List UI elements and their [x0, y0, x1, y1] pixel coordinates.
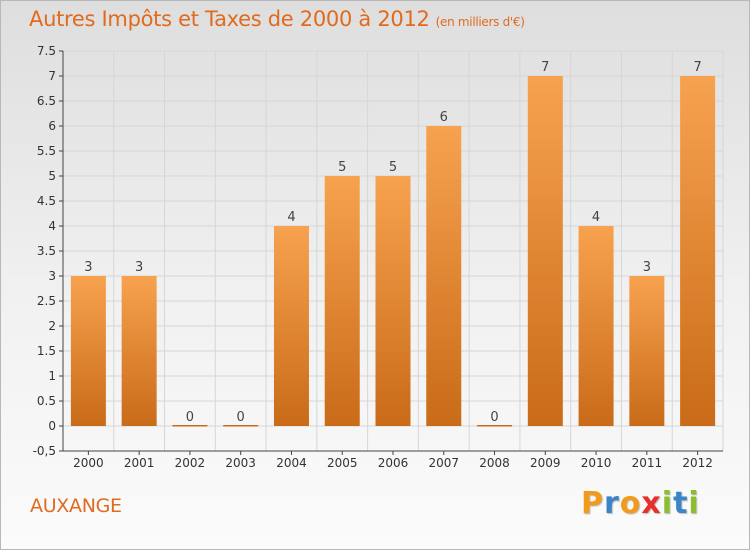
- x-tick-label-2011: 2011: [632, 456, 663, 470]
- data-label-2007: 6: [440, 110, 448, 125]
- x-tick-label-2002: 2002: [175, 456, 206, 470]
- data-label-2010: 4: [592, 210, 600, 225]
- y-tick-label: 6.5: [37, 94, 56, 108]
- data-label-2011: 3: [643, 260, 651, 275]
- data-label-2006: 5: [389, 160, 397, 175]
- data-labels: 3 3 0 0 4 5 5 6 0 7 4 3 7: [84, 60, 702, 425]
- bar-2011: [629, 276, 665, 426]
- y-tick-label: -0,5: [33, 444, 56, 458]
- data-label-2008: 0: [490, 410, 498, 425]
- y-tick-label: 1: [48, 369, 56, 383]
- x-tick-label-2001: 2001: [124, 456, 155, 470]
- logo-letter: i: [688, 486, 700, 521]
- bar-2002: [172, 425, 208, 427]
- x-tick-label-2004: 2004: [276, 456, 307, 470]
- bars: [70, 76, 716, 427]
- data-label-2002: 0: [186, 410, 194, 425]
- x-tick-label-2008: 2008: [479, 456, 510, 470]
- title-text: Autres Impôts et Taxes de 2000 à 2012: [29, 7, 430, 31]
- logo-letter: t: [673, 486, 689, 521]
- axes: [59, 50, 723, 455]
- bar-2001: [121, 276, 157, 426]
- y-tick-label: 1.5: [37, 344, 56, 358]
- x-tick-label-2007: 2007: [428, 456, 459, 470]
- bar-2012: [680, 76, 716, 426]
- y-tick-label: 3.5: [37, 244, 56, 258]
- bar-2003: [223, 425, 259, 427]
- x-tick-label-2003: 2003: [225, 456, 256, 470]
- x-tick-labels: 2000 2001 2002 2003 2004 2005 2006 2007 2008 2009…: [73, 456, 713, 470]
- city-name: AUXANGE: [30, 495, 122, 517]
- x-tick-label-2012: 2012: [682, 456, 713, 470]
- data-label-2001: 3: [135, 260, 143, 275]
- data-label-2009: 7: [541, 60, 549, 75]
- x-tick-label-2000: 2000: [73, 456, 104, 470]
- proxiti-logo: Proxiti: [581, 486, 700, 521]
- y-tick-label: 5.5: [37, 144, 56, 158]
- logo-letter: i: [661, 486, 674, 521]
- y-tick-label: 0: [48, 419, 56, 433]
- y-tick-label: 7: [48, 69, 56, 83]
- logo-letter: o: [619, 486, 642, 521]
- bar-2007: [426, 126, 462, 426]
- bar-2010: [578, 226, 614, 426]
- data-label-2005: 5: [338, 160, 346, 175]
- bar-2004: [273, 226, 309, 426]
- logo-letter: r: [604, 486, 620, 521]
- y-tick-label: 0.5: [37, 394, 56, 408]
- x-tick-label-2005: 2005: [327, 456, 358, 470]
- data-label-2012: 7: [693, 60, 701, 75]
- chart-title: Autres Impôts et Taxes de 2000 à 2012 (en…: [29, 7, 525, 31]
- logo-letter: P: [581, 486, 604, 521]
- x-tick-label-2010: 2010: [581, 456, 612, 470]
- y-tick-label: 4: [48, 219, 56, 233]
- chart-subtitle: (en milliers d'€): [435, 15, 525, 29]
- data-label-2003: 0: [237, 410, 245, 425]
- y-tick-label: 2: [48, 319, 56, 333]
- bar-2009: [527, 76, 563, 426]
- y-tick-label: 7.5: [37, 44, 56, 58]
- y-tick-label: 4.5: [37, 194, 56, 208]
- x-tick-label-2006: 2006: [378, 456, 409, 470]
- bar-2005: [324, 176, 360, 426]
- bar-2008: [477, 425, 513, 427]
- y-tick-label: 2.5: [37, 294, 56, 308]
- bar-2006: [375, 176, 411, 426]
- y-tick-labels: -0,5 0 0.5 1 1.5 2 2.5 3 3.5 4 4.5 5 5.5 6 6.5 7 7.5: [33, 44, 56, 458]
- x-tick-label-2009: 2009: [530, 456, 561, 470]
- y-tick-label: 5: [48, 169, 56, 183]
- data-label-2000: 3: [84, 260, 92, 275]
- y-tick-label: 6: [48, 119, 56, 133]
- data-label-2004: 4: [287, 210, 295, 225]
- logo-letter: x: [641, 486, 662, 521]
- bar-2000: [70, 276, 106, 426]
- y-tick-label: 3: [48, 269, 56, 283]
